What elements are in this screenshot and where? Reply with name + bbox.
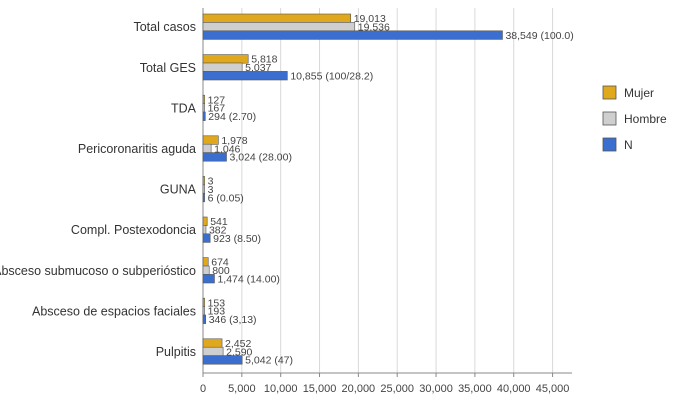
- x-tick-label-40000: 40,000: [497, 383, 531, 395]
- bar-hombre: [202, 143, 212, 154]
- bar-mujer: [202, 216, 208, 226]
- value-label-hombre: 167: [208, 103, 226, 115]
- value-label-hombre: 2,590: [226, 346, 252, 358]
- value-label-mujer: 1,978: [221, 135, 247, 147]
- value-label-hombre: 5,037: [245, 62, 271, 74]
- value-label-mujer: 5,818: [251, 54, 277, 66]
- value-label-hombre: 800: [212, 265, 230, 277]
- bar-n: [202, 314, 206, 324]
- x-tick-label-25000: 25,000: [380, 383, 414, 395]
- category-label: TDA: [171, 101, 197, 115]
- x-tick-label-0: 0: [200, 383, 206, 395]
- bar-n: [202, 71, 288, 81]
- category-label: GUNA: [160, 183, 197, 197]
- x-tick-label-10000: 10,000: [264, 383, 298, 395]
- bar-hombre: [202, 62, 243, 72]
- value-label-mujer: 19,013: [354, 13, 386, 25]
- category-label: Total casos: [133, 20, 196, 34]
- value-label-n: 5,042 (47): [245, 355, 293, 367]
- x-tick-label-5000: 5,000: [228, 383, 256, 395]
- value-label-n: 294 (2.70): [208, 111, 256, 123]
- x-tick-label-30000: 30,000: [419, 383, 453, 395]
- x-tick-label-20000: 20,000: [342, 383, 376, 395]
- x-tick-label-35000: 35,000: [458, 383, 492, 395]
- bar-mujer: [202, 94, 205, 105]
- bar-mujer: [202, 176, 205, 186]
- bar-n: [202, 355, 243, 365]
- bar-hombre: [202, 22, 356, 32]
- value-label-mujer: 674: [211, 257, 229, 269]
- category-label: Pericoronaritis aguda: [78, 142, 196, 156]
- value-label-n: 346 (3,13): [209, 314, 257, 326]
- bar-n: [202, 274, 215, 284]
- legend-swatch-n: [602, 137, 617, 152]
- x-tick-label-15000: 15,000: [303, 383, 337, 395]
- category-label: Pulpitis: [156, 345, 196, 359]
- category-label: Total GES: [140, 61, 196, 75]
- value-label-hombre: 1,046: [214, 143, 240, 155]
- bar-hombre: [202, 184, 205, 194]
- bar-n: [202, 30, 503, 40]
- value-label-hombre: 382: [209, 225, 227, 237]
- value-label-n: 923 (8.50): [213, 233, 261, 245]
- value-label-n: 6 (0.05): [208, 192, 244, 204]
- bar-hombre: [202, 265, 210, 275]
- value-label-mujer: 153: [208, 297, 226, 309]
- bar-mujer: [202, 54, 249, 64]
- value-label-mujer: 127: [208, 94, 226, 106]
- value-label-n: 38,549 (100.0): [505, 30, 573, 42]
- x-tick-label-45000: 45,000: [536, 383, 570, 395]
- value-label-mujer: 2,452: [225, 338, 251, 350]
- value-label-n: 10,855 (100/28.2): [290, 71, 373, 83]
- legend-label-n: N: [624, 138, 633, 152]
- value-label-n: 1,474 (14.00): [217, 274, 279, 286]
- category-label: Absceso de espacios faciales: [32, 304, 196, 318]
- legend-label-hombre: Hombre: [624, 112, 667, 126]
- bar-n: [202, 152, 227, 162]
- bar-hombre: [202, 225, 207, 235]
- category-label: Compl. Postexodoncia: [71, 223, 196, 237]
- category-label: Absceso submucoso o subperióstico: [0, 264, 196, 278]
- legend-label-mujer: Mujer: [624, 86, 654, 100]
- legend-swatch-mujer: [602, 85, 617, 100]
- bar-hombre: [202, 306, 205, 316]
- bar-mujer: [202, 13, 352, 23]
- legend-swatch-hombre: [602, 111, 617, 126]
- value-label-n: 3,024 (28.00): [229, 152, 291, 164]
- bar-n: [202, 111, 206, 121]
- bar-n: [202, 192, 205, 203]
- bar-hombre: [202, 103, 205, 113]
- value-label-hombre: 3: [208, 184, 214, 196]
- value-label-mujer: 3: [208, 176, 214, 188]
- bar-mujer: [202, 338, 223, 348]
- bar-mujer: [202, 297, 205, 308]
- bar-mujer: [202, 257, 209, 267]
- bar-hombre: [202, 346, 224, 357]
- value-label-mujer: 541: [210, 216, 228, 228]
- value-label-hombre: 193: [208, 306, 226, 318]
- bar-n: [202, 233, 211, 243]
